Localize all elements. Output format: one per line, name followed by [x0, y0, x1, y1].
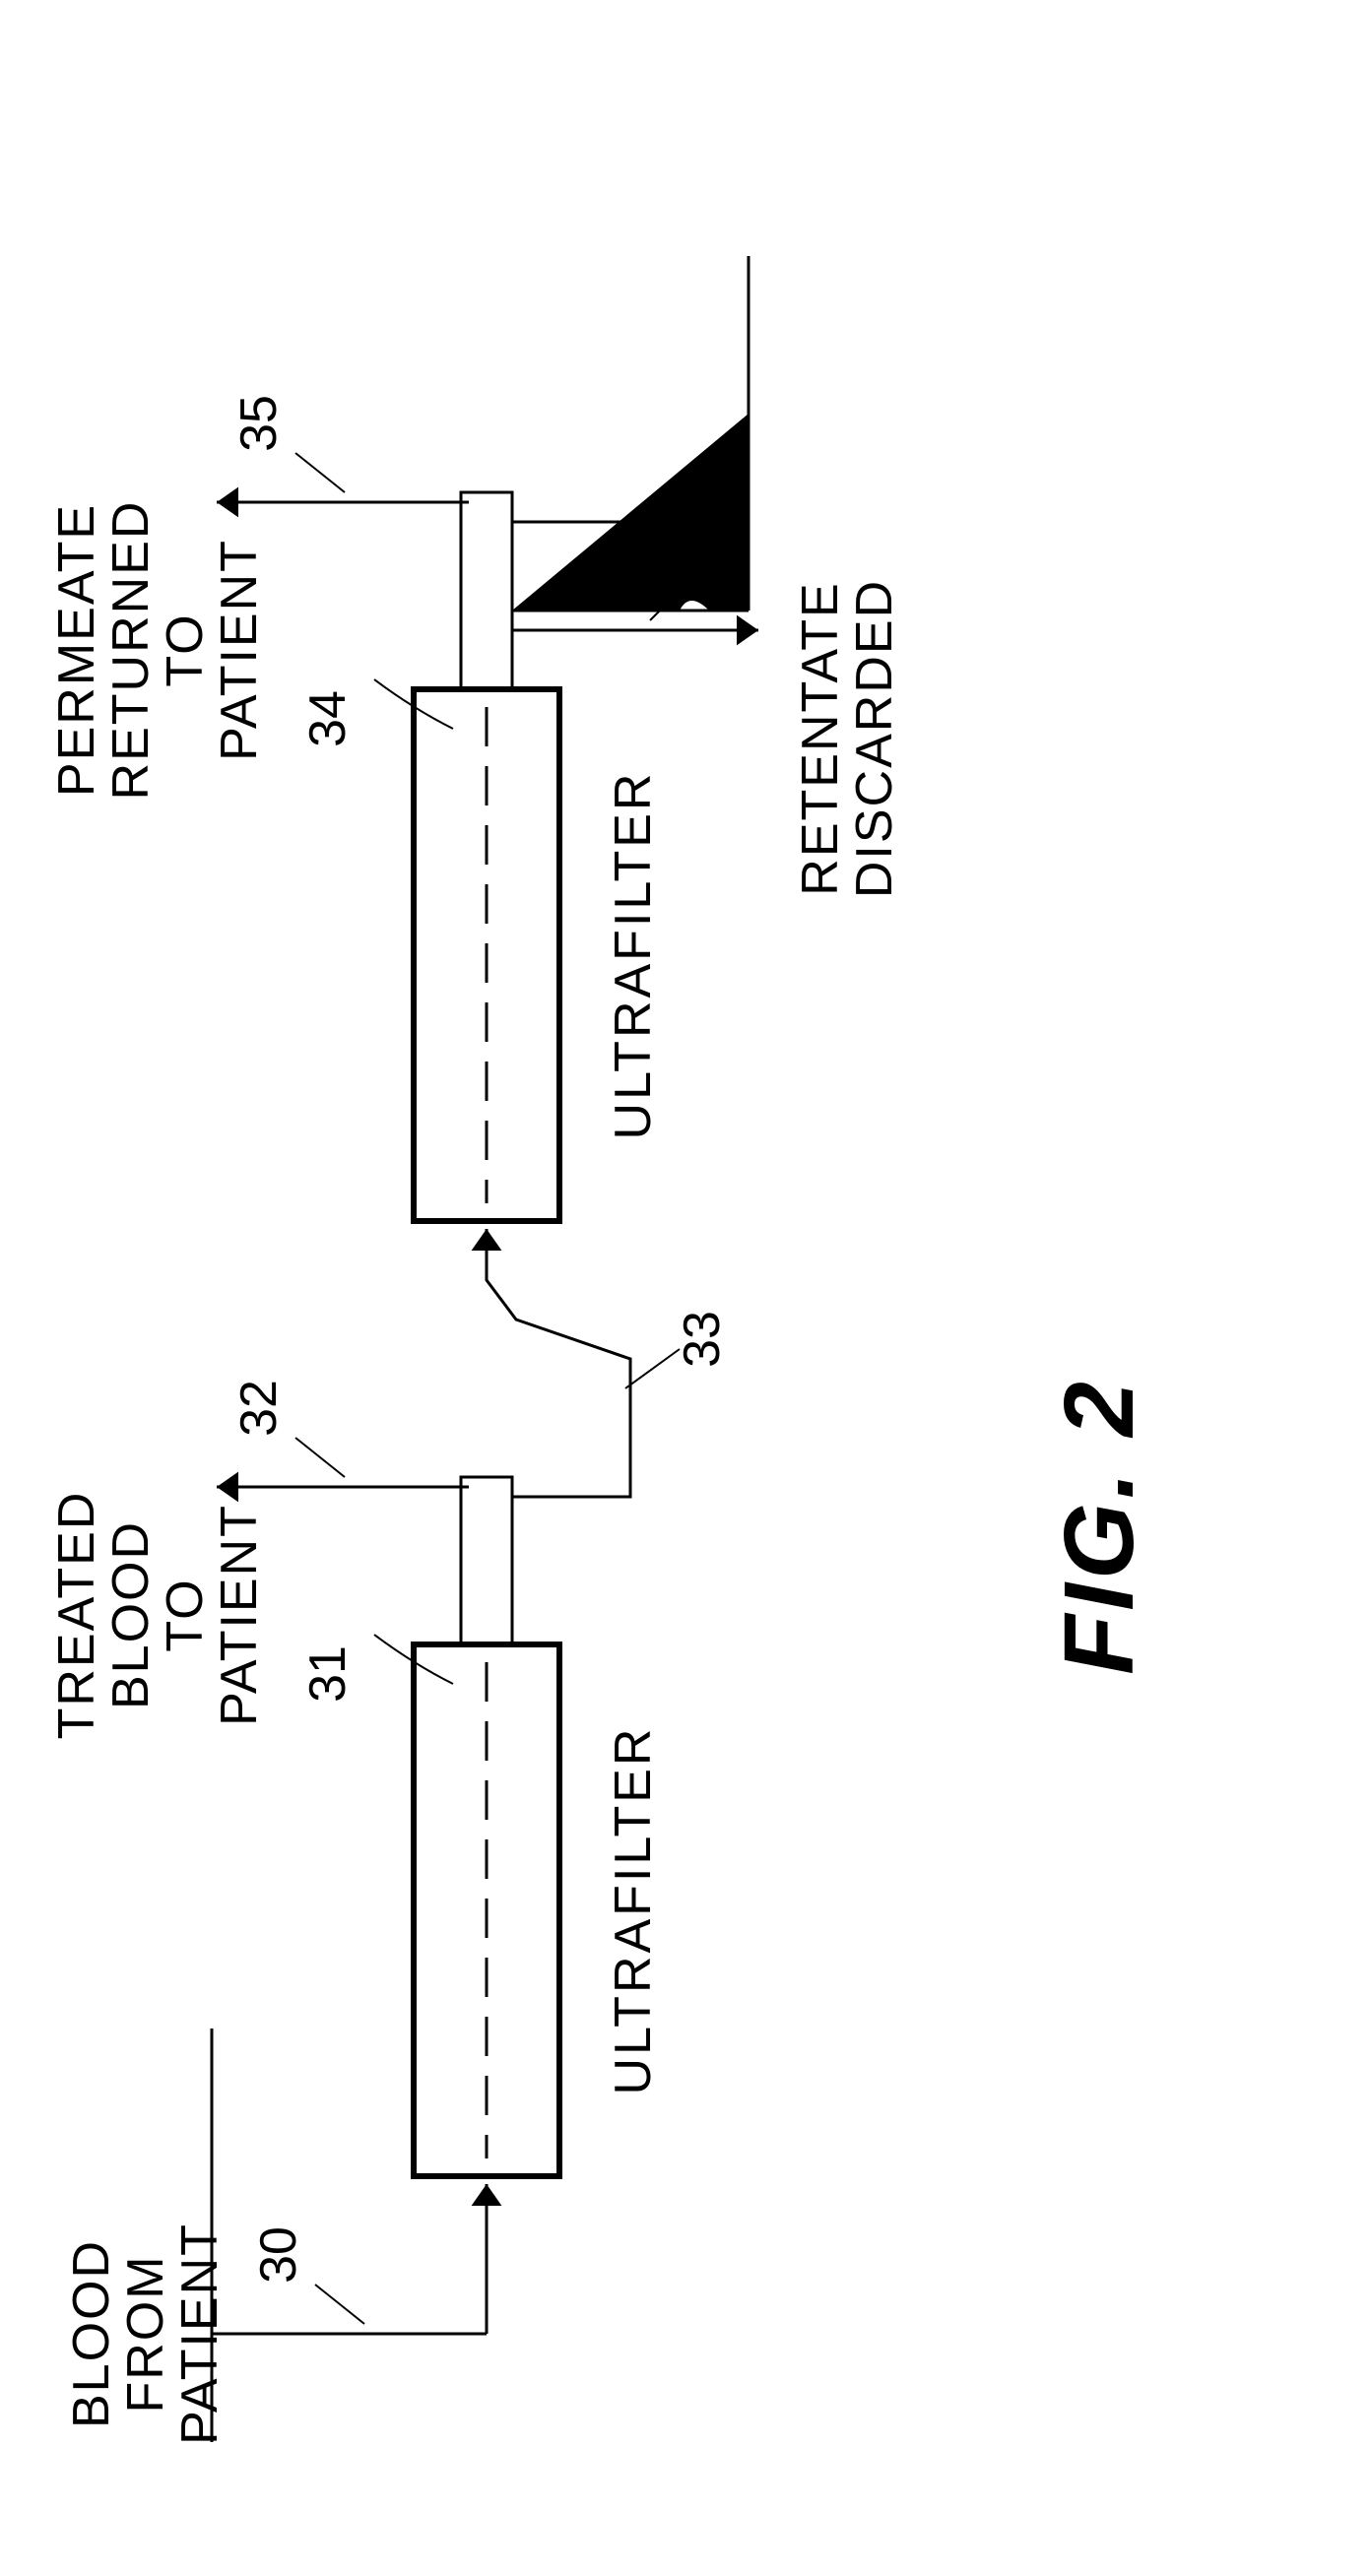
- arrowhead: [472, 2184, 502, 2206]
- ref-36: 36: [674, 523, 731, 580]
- ultrafilter-1-outlet-stub: [461, 1477, 512, 1644]
- ref-leader: [315, 2285, 364, 2324]
- flow-33-permeate-to-filter2: [487, 1229, 630, 1497]
- label-retentate: RETENTATE: [792, 581, 849, 895]
- ref-leader: [295, 1438, 345, 1477]
- figure-title: FIG. 2: [1044, 1378, 1154, 1675]
- ref-32: 32: [230, 1380, 288, 1437]
- arrowhead: [217, 487, 238, 518]
- label-to: TO: [157, 1578, 214, 1651]
- arrowhead: [737, 615, 758, 646]
- ref-leader: [295, 453, 345, 492]
- ref-34: 34: [299, 690, 357, 747]
- label-to2: TO: [157, 612, 214, 686]
- ref-leader: [625, 1349, 680, 1388]
- label-treated: TREATED: [48, 1491, 105, 1740]
- ref-35: 35: [230, 395, 288, 452]
- label-patient: PATIENT: [171, 2222, 228, 2445]
- label-from: FROM: [117, 2254, 174, 2413]
- arrowhead: [217, 1472, 238, 1503]
- label-patient3: PATIENT: [211, 539, 268, 761]
- ultrafilter-2-outlet-stub: [461, 492, 512, 689]
- label-blood2: BLOOD: [102, 1520, 160, 1709]
- ref-30: 30: [250, 2226, 307, 2284]
- label-permeate: PERMEATE: [48, 503, 105, 797]
- ref-33: 33: [674, 1311, 731, 1368]
- label-ultrafilter-2: ULTRAFILTER: [605, 771, 662, 1140]
- label-patient2: PATIENT: [211, 1504, 268, 1726]
- label-blood: BLOOD: [63, 2239, 120, 2428]
- label-returned: RETURNED: [102, 500, 160, 801]
- label-discarded: DISCARDED: [846, 579, 903, 898]
- label-ultrafilter-1: ULTRAFILTER: [605, 1726, 662, 2095]
- arrowhead: [472, 1229, 502, 1251]
- ref-31: 31: [299, 1645, 357, 1703]
